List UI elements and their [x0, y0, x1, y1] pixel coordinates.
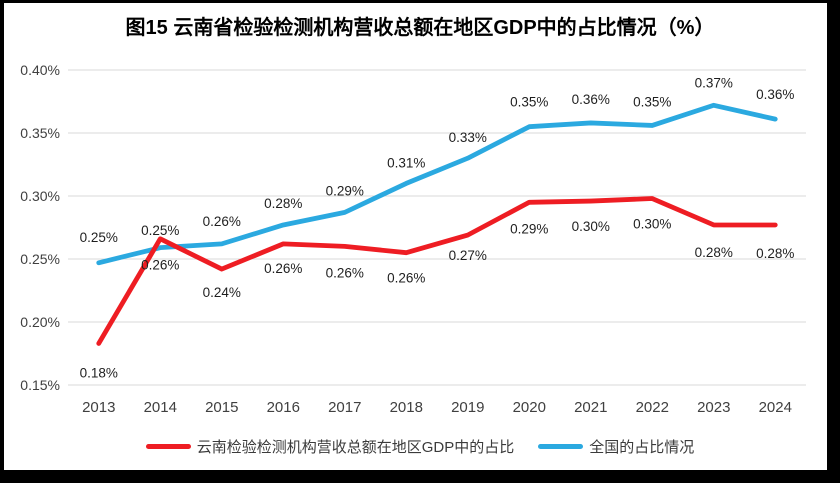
legend-label-national: 全国的占比情况 [589, 438, 695, 456]
y-axis-tick-label: 0.35% [20, 125, 60, 141]
data-label: 0.29% [326, 183, 364, 198]
data-label: 0.30% [572, 219, 610, 234]
x-axis-tick-label: 2019 [451, 399, 484, 416]
data-label: 0.33% [449, 130, 487, 145]
data-label: 0.36% [756, 87, 794, 102]
chart-title: 图15 云南省检验检测机构营收总额在地区GDP中的占比情况（%） [125, 17, 715, 39]
data-label: 0.36% [572, 92, 610, 107]
data-label: 0.27% [449, 248, 487, 263]
data-label: 0.26% [387, 271, 425, 286]
data-label: 0.24% [203, 285, 241, 300]
y-axis-tick-label: 0.20% [20, 314, 60, 330]
data-label: 0.28% [756, 246, 794, 261]
x-axis-tick-label: 2021 [574, 399, 607, 416]
x-axis-tick-label: 2016 [267, 399, 300, 416]
data-label: 0.18% [80, 365, 118, 380]
data-label: 0.28% [695, 245, 733, 260]
data-label: 0.30% [633, 217, 671, 232]
x-axis-tick-label: 2020 [513, 399, 546, 416]
x-axis-tick-label: 2013 [82, 399, 115, 416]
x-axis-tick-label: 2018 [390, 399, 423, 416]
legend-item-yunnan: 云南检验检测机构营收总额在地区GDP中的占比 [145, 436, 515, 457]
data-label: 0.35% [633, 94, 671, 109]
chart-legend: 云南检验检测机构营收总额在地区GDP中的占比 全国的占比情况 [0, 434, 840, 458]
y-axis-tick-label: 0.40% [20, 62, 60, 78]
data-label: 0.25% [80, 230, 118, 245]
x-axis-tick-label: 2023 [697, 399, 730, 416]
legend-line-swatch-blue [538, 443, 584, 449]
y-axis-tick-label: 0.15% [20, 377, 60, 393]
legend-line-swatch-red [145, 443, 191, 449]
y-axis-tick-label: 0.30% [20, 188, 60, 204]
data-label: 0.35% [510, 95, 548, 110]
x-axis-tick-label: 2024 [759, 399, 792, 416]
y-axis-tick-label: 0.25% [20, 251, 60, 267]
data-label: 0.26% [141, 258, 179, 273]
legend-item-national: 全国的占比情况 [538, 436, 694, 457]
data-label: 0.26% [203, 214, 241, 229]
x-axis-tick-label: 2015 [205, 399, 238, 416]
x-axis-tick-label: 2017 [328, 399, 361, 416]
data-label: 0.37% [695, 75, 733, 90]
x-axis-tick-label: 2014 [144, 399, 177, 416]
data-label: 0.26% [264, 261, 302, 276]
x-axis-tick-label: 2022 [636, 399, 669, 416]
legend-label-yunnan: 云南检验检测机构营收总额在地区GDP中的占比 [196, 438, 515, 456]
data-label: 0.29% [510, 221, 548, 236]
data-label: 0.26% [326, 265, 364, 280]
data-label: 0.28% [264, 196, 302, 211]
data-label: 0.25% [141, 223, 179, 238]
series-line [96, 196, 778, 346]
data-label: 0.31% [387, 155, 425, 170]
series-line [96, 102, 778, 266]
